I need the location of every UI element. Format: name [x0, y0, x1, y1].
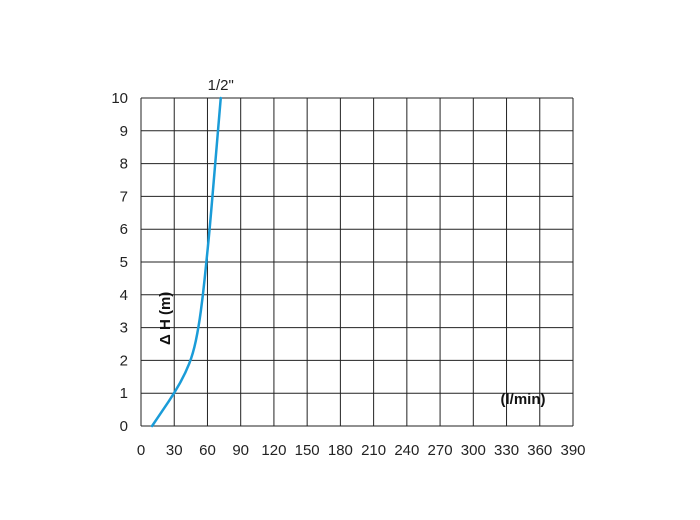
y-axis-ticks: 0 1 2 3 4 5 6 7 8 9 10 [111, 90, 128, 435]
x-tick-label: 360 [527, 442, 552, 459]
x-tick-label: 330 [494, 442, 519, 459]
series-label: 1/2" [208, 77, 234, 94]
x-tick-label: 90 [232, 442, 249, 459]
x-tick-label: 60 [199, 442, 216, 459]
y-tick-label: 8 [120, 156, 128, 173]
y-tick-label: 5 [120, 254, 128, 271]
y-axis-label: Δ H (m) [157, 292, 174, 345]
x-tick-label: 180 [328, 442, 353, 459]
x-tick-label: 210 [361, 442, 386, 459]
x-tick-label: 240 [394, 442, 419, 459]
y-tick-label: 4 [120, 287, 128, 304]
y-tick-label: 3 [120, 320, 128, 337]
y-tick-label: 2 [120, 352, 128, 369]
x-axis-ticks: 0 30 60 90 120 150 180 210 240 270 300 330 360 390 [137, 442, 586, 459]
y-tick-label: 0 [120, 418, 128, 435]
x-tick-label: 120 [261, 442, 286, 459]
x-axis-label: (l/min) [501, 391, 546, 408]
y-tick-label: 9 [120, 123, 128, 140]
x-tick-label: 270 [428, 442, 453, 459]
y-tick-label: 1 [120, 385, 128, 402]
y-tick-label: 6 [120, 221, 128, 238]
chart-grid [140, 97, 574, 427]
series-labels: 1/2" [208, 77, 234, 94]
series-line [150, 96, 223, 428]
x-tick-label: 30 [166, 442, 183, 459]
x-tick-label: 0 [137, 442, 145, 459]
x-tick-label: 300 [461, 442, 486, 459]
x-tick-label: 150 [295, 442, 320, 459]
x-tick-label: 390 [560, 442, 585, 459]
y-tick-label: 10 [111, 90, 128, 107]
y-tick-label: 7 [120, 188, 128, 205]
series-lines [150, 96, 223, 428]
